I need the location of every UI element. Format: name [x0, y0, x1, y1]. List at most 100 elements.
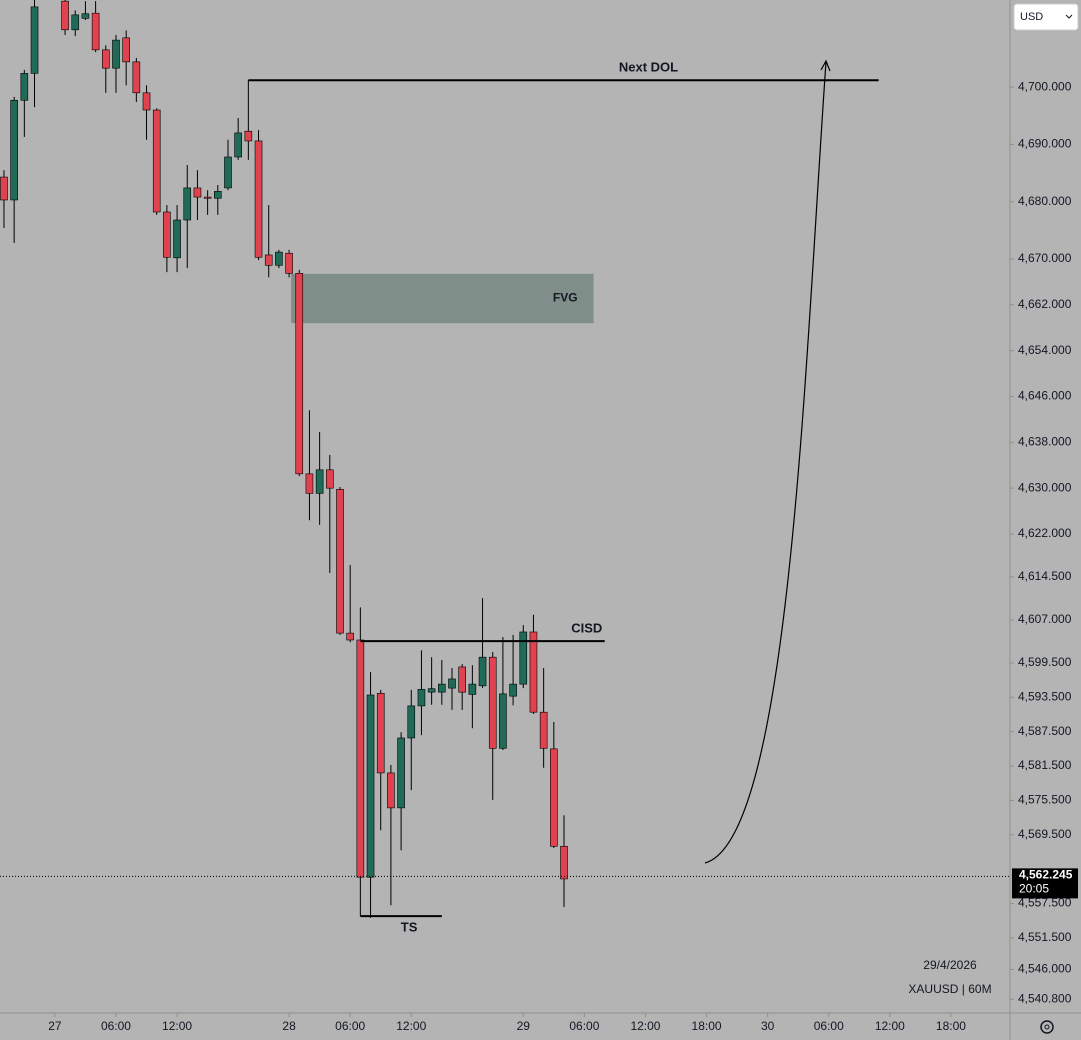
x-tick-label: 06:00: [569, 1019, 599, 1033]
y-tick-label: 4,662.000: [1018, 297, 1072, 311]
x-tick-label: 12:00: [396, 1019, 426, 1033]
candle-body: [183, 187, 192, 221]
level-label: TS: [401, 920, 418, 935]
candle-body: [234, 132, 242, 158]
countdown-label: 20:05: [1019, 882, 1049, 896]
y-tick-label: 4,654.000: [1018, 343, 1072, 357]
y-tick-label: 4,581.500: [1018, 758, 1072, 772]
candle-body: [275, 251, 283, 266]
y-tick-label: 4,622.000: [1018, 526, 1072, 540]
candle-body: [193, 187, 202, 198]
projection-curve: [704, 61, 827, 864]
y-tick-label: 4,557.500: [1018, 896, 1072, 910]
candle-body: [122, 37, 130, 63]
candle-body: [224, 156, 232, 189]
y-tick-label: 4,630.000: [1018, 480, 1072, 494]
y-tick-label: 4,638.000: [1018, 434, 1072, 448]
currency-text[interactable]: USD: [1020, 11, 1043, 23]
x-tick-label: 28: [282, 1019, 296, 1033]
x-tick-label: 27: [48, 1019, 62, 1033]
candle-body: [152, 109, 161, 213]
symbol-label: XAUUSD | 60M: [908, 982, 991, 996]
y-tick-label: 4,646.000: [1018, 389, 1072, 403]
currency-select[interactable]: USD: [1013, 3, 1079, 31]
candle-body: [509, 683, 517, 697]
candle-body: [529, 631, 538, 713]
y-tick-label: 4,540.800: [1018, 991, 1072, 1005]
x-tick-label: 06:00: [101, 1019, 131, 1033]
gear-center[interactable]: [1044, 1024, 1050, 1030]
candle-body: [91, 12, 100, 51]
x-tick-label: 30: [761, 1019, 775, 1033]
fvg-label: FVG: [553, 291, 578, 305]
y-tick-label: 4,614.500: [1018, 569, 1072, 583]
candle-body: [112, 39, 120, 69]
candle-body: [346, 632, 354, 641]
x-tick-label: 12:00: [162, 1019, 192, 1033]
candle-body: [101, 49, 110, 69]
candle-body: [550, 748, 558, 847]
y-tick-label: 4,546.000: [1018, 962, 1072, 976]
settings-button[interactable]: [1040, 1020, 1054, 1034]
candle-body: [244, 130, 253, 142]
x-tick-label: 18:00: [936, 1019, 966, 1033]
candle-body: [468, 683, 477, 695]
candle-body: [397, 737, 405, 809]
candle-body: [407, 705, 416, 739]
x-tick-label: 29: [517, 1019, 531, 1033]
candle-body: [254, 140, 263, 258]
last-price-box: [1012, 868, 1078, 899]
candle-body: [438, 683, 446, 693]
candle-body: [20, 73, 29, 101]
candle-body: [142, 92, 151, 111]
candle-body: [163, 211, 171, 258]
date-label: 29/4/2026: [923, 958, 977, 972]
x-tick-label: 06:00: [335, 1019, 365, 1033]
candle-body: [356, 639, 365, 878]
y-tick-label: 4,575.500: [1018, 793, 1072, 807]
candle-body: [10, 99, 18, 201]
y-tick-label: 4,690.000: [1018, 137, 1072, 151]
candle-body: [264, 254, 273, 266]
level-label: Next DOL: [619, 60, 678, 75]
candle-body: [71, 14, 80, 31]
candle-body: [560, 845, 568, 880]
candle-body: [30, 6, 39, 74]
candle-body: [0, 176, 8, 201]
candle-body: [295, 273, 304, 475]
projection-arrowhead: [820, 59, 831, 72]
candle-body: [387, 772, 395, 809]
candle-body: [173, 219, 181, 259]
y-tick-label: 4,599.500: [1018, 655, 1072, 669]
y-tick-label: 4,700.000: [1018, 79, 1072, 93]
y-tick-label: 4,587.500: [1018, 724, 1072, 738]
candle-body: [61, 0, 69, 31]
candle-body: [458, 666, 466, 693]
currency-box[interactable]: [1013, 3, 1079, 31]
x-tick-label: 12:00: [630, 1019, 660, 1033]
candle-body: [499, 693, 507, 749]
gear-icon[interactable]: [1040, 1020, 1054, 1034]
candle-body: [305, 473, 314, 494]
candle-body: [315, 469, 324, 494]
fvg-zone: [291, 273, 594, 324]
candle-body: [203, 196, 212, 199]
candle-body: [427, 688, 436, 693]
candle-body: [478, 656, 487, 687]
y-tick-label: 4,551.500: [1018, 930, 1072, 944]
plot-area: FVG Next DOL CISD TS: [0, 0, 879, 935]
candle-body: [285, 252, 293, 274]
y-tick-label: 4,593.500: [1018, 689, 1072, 703]
level-label: CISD: [571, 621, 602, 636]
candle-body: [366, 694, 375, 878]
candle-body: [81, 13, 90, 19]
candle-body: [326, 469, 334, 489]
x-tick-label: 18:00: [692, 1019, 722, 1033]
dropdown-caret[interactable]: [1065, 14, 1073, 19]
y-tick-label: 4,607.000: [1018, 612, 1072, 626]
x-tick-label: 06:00: [814, 1019, 844, 1033]
y-tick-label: 4,680.000: [1018, 194, 1072, 208]
